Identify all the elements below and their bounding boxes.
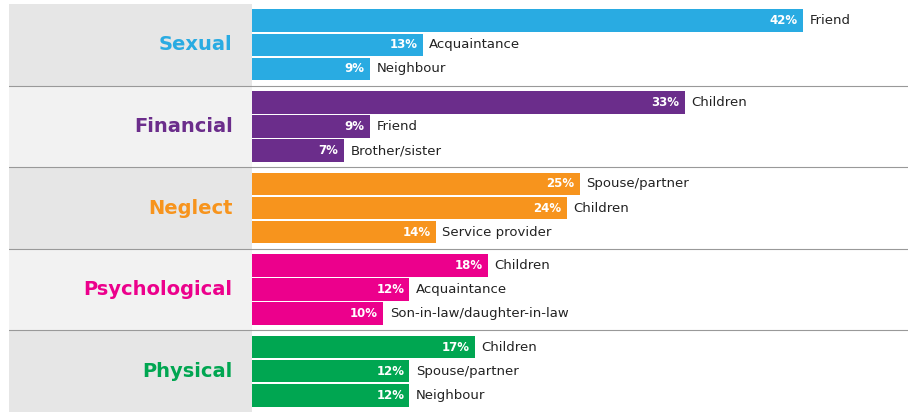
Text: Children: Children <box>691 96 747 109</box>
Bar <box>9 86 252 167</box>
Bar <box>252 139 344 162</box>
Bar <box>252 10 803 32</box>
Text: Neighbour: Neighbour <box>416 389 485 401</box>
Text: 14%: 14% <box>403 225 430 238</box>
Text: 17%: 17% <box>442 341 470 354</box>
Text: Children: Children <box>494 259 550 272</box>
Text: 25%: 25% <box>547 178 575 191</box>
Bar <box>252 197 567 219</box>
Text: Sexual: Sexual <box>159 35 233 54</box>
Bar <box>252 34 423 56</box>
Text: 13%: 13% <box>390 38 417 52</box>
Bar <box>9 330 252 412</box>
Text: 12%: 12% <box>376 283 404 296</box>
Text: Neglect: Neglect <box>149 198 233 218</box>
Bar <box>252 4 908 86</box>
Text: 18%: 18% <box>455 259 483 272</box>
Text: Brother/sister: Brother/sister <box>350 144 441 157</box>
Text: 42%: 42% <box>769 15 798 27</box>
Bar <box>252 91 685 114</box>
Bar <box>252 278 409 301</box>
Text: Acquaintance: Acquaintance <box>429 38 520 52</box>
Bar <box>252 86 908 167</box>
Bar <box>252 167 908 249</box>
Text: 9%: 9% <box>345 62 365 75</box>
Text: Physical: Physical <box>142 362 233 381</box>
Bar <box>252 336 475 359</box>
Bar <box>9 249 252 330</box>
Text: Spouse/partner: Spouse/partner <box>416 364 519 378</box>
Bar <box>252 173 580 196</box>
Bar <box>252 115 370 138</box>
Bar <box>9 4 252 86</box>
Bar <box>252 360 409 382</box>
Bar <box>252 249 908 330</box>
Text: 9%: 9% <box>345 120 365 133</box>
Text: 10%: 10% <box>350 307 378 320</box>
Text: Children: Children <box>573 201 629 215</box>
Text: Service provider: Service provider <box>442 225 552 238</box>
Text: Friend: Friend <box>810 15 850 27</box>
Bar <box>9 167 252 249</box>
Bar <box>252 302 383 325</box>
Text: 24%: 24% <box>534 201 561 215</box>
Text: Spouse/partner: Spouse/partner <box>587 178 690 191</box>
Bar <box>252 384 409 406</box>
Text: Friend: Friend <box>377 120 417 133</box>
Text: Acquaintance: Acquaintance <box>416 283 507 296</box>
Text: Son-in-law/daughter-in-law: Son-in-law/daughter-in-law <box>390 307 569 320</box>
Text: Financial: Financial <box>134 117 233 136</box>
Text: 12%: 12% <box>376 364 404 378</box>
Text: 7%: 7% <box>319 144 338 157</box>
Text: 12%: 12% <box>376 389 404 401</box>
Bar <box>252 330 908 412</box>
Bar <box>252 254 488 277</box>
Bar <box>252 220 436 243</box>
Text: Children: Children <box>481 341 537 354</box>
Text: Neighbour: Neighbour <box>377 62 446 75</box>
Bar <box>252 57 370 80</box>
Text: Psychological: Psychological <box>83 280 233 299</box>
Text: 33%: 33% <box>652 96 679 109</box>
